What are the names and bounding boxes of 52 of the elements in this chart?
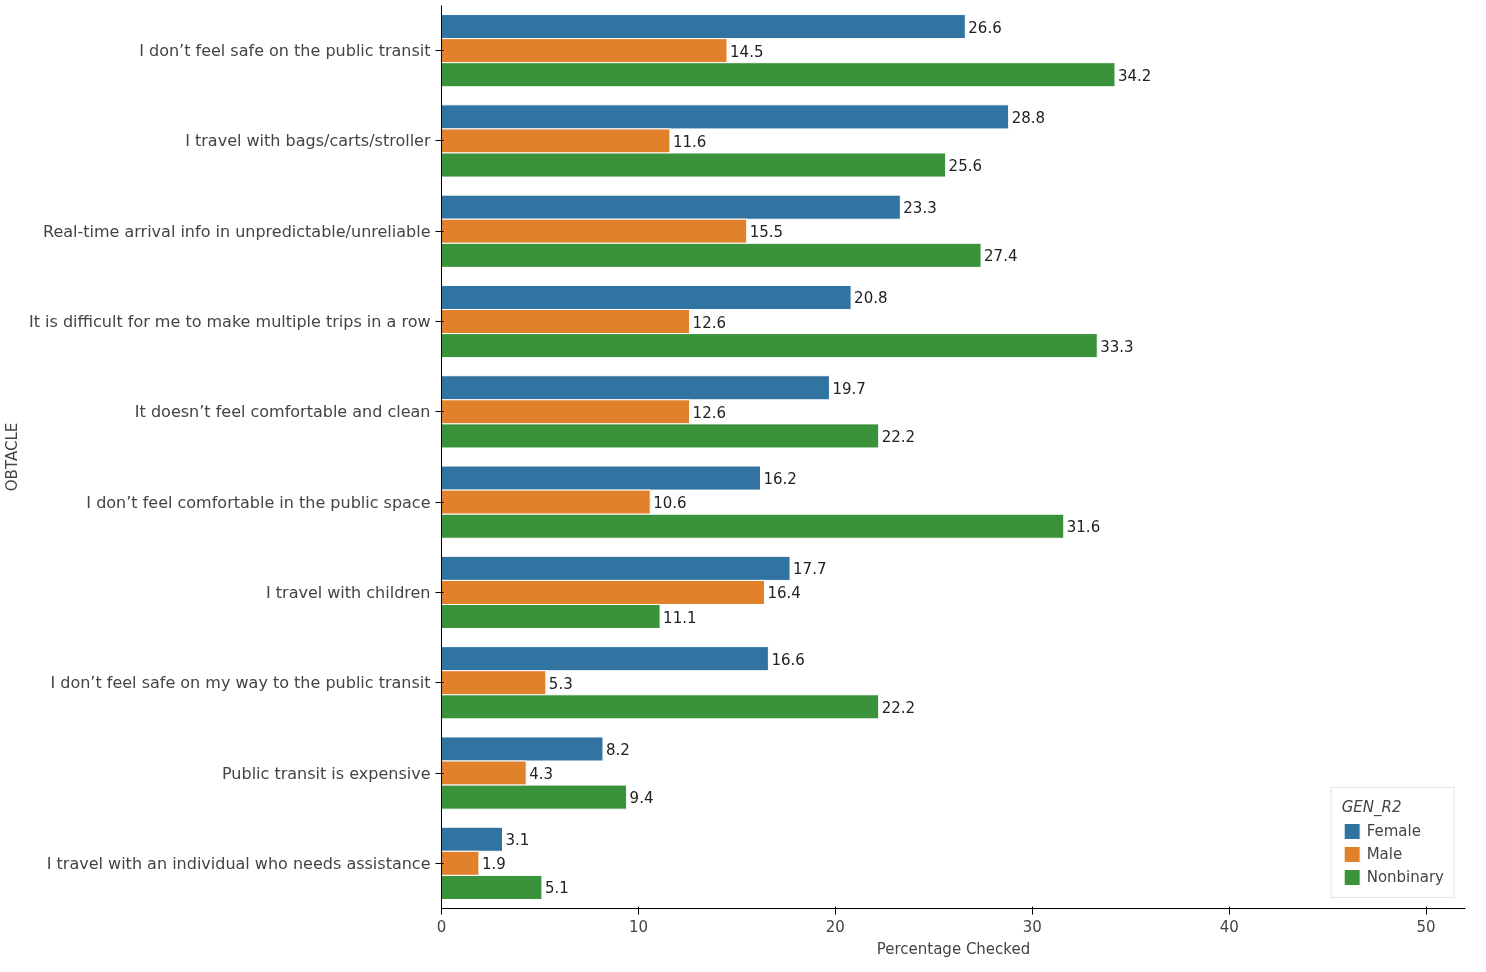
data-label: 22.2: [881, 698, 916, 717]
data-label: 23.3: [903, 199, 937, 218]
data-label: 9.4: [629, 789, 654, 808]
data-label: 17.7: [793, 560, 827, 579]
data-label: 34.2: [1117, 66, 1152, 85]
y-tick-label: It is difficult for me to make multiple trips in a row: [29, 312, 431, 332]
y-axis-title: OBTACLE: [3, 422, 22, 492]
legend-title: GEN_R2: [1341, 798, 1403, 816]
y-tick-label: I don’t feel safe on my way to the public transit: [50, 673, 431, 693]
data-label: 31.6: [1066, 518, 1101, 537]
legend-label: Nonbinary: [1366, 868, 1444, 886]
data-label: 27.4: [984, 247, 1018, 266]
data-label: 19.7: [832, 379, 866, 398]
y-tick-label: Real-time arrival info in unpredictable/unreliable: [42, 221, 431, 241]
y-tick-label: Public transit is expensive: [221, 763, 431, 783]
x-tick-label: 0: [436, 917, 447, 936]
data-label: 28.8: [1011, 108, 1046, 127]
data-label: 14.5: [730, 42, 764, 61]
data-label: 16.4: [767, 584, 801, 603]
legend-label: Male: [1366, 845, 1403, 863]
data-label: 25.6: [948, 157, 983, 176]
data-label: 26.6: [968, 18, 1002, 37]
y-tick-label: It doesn’t feel comfortable and clean: [134, 402, 431, 422]
data-label: 11.6: [672, 132, 707, 151]
x-tick-label: 40: [1219, 917, 1239, 936]
data-label: 3.1: [505, 831, 530, 850]
x-tick-label: 10: [628, 917, 648, 936]
data-label: 20.8: [854, 289, 888, 308]
data-label: 16.6: [771, 650, 805, 669]
x-tick-label: 20: [825, 917, 845, 936]
data-label: 12.6: [692, 313, 727, 332]
data-label: 12.6: [692, 403, 727, 422]
data-label: 22.2: [881, 427, 916, 446]
data-label: 5.1: [544, 879, 569, 898]
data-label: 4.3: [529, 765, 554, 784]
data-label: 33.3: [1100, 337, 1134, 356]
data-label: 16.2: [763, 470, 797, 489]
data-label: 10.6: [653, 494, 687, 513]
y-tick-label: I don’t feel comfortable in the public space: [86, 492, 431, 512]
data-label: 15.5: [749, 223, 784, 242]
legend-label: Female: [1366, 822, 1421, 840]
data-label: 5.3: [548, 674, 573, 693]
data-label: 1.9: [481, 855, 506, 874]
x-tick-label: 30: [1022, 917, 1042, 936]
x-axis-title: Percentage Checked: [876, 939, 1031, 958]
y-tick-label: I don’t feel safe on the public transit: [139, 41, 431, 61]
y-tick-label: I travel with bags/carts/stroller: [185, 131, 431, 151]
data-label: 11.1: [663, 608, 697, 627]
x-tick-label: 50: [1416, 917, 1436, 936]
y-tick-label: I travel with an individual who needs assistance: [46, 853, 431, 873]
y-tick-label: I travel with children: [265, 582, 431, 602]
data-label: 8.2: [605, 740, 630, 759]
